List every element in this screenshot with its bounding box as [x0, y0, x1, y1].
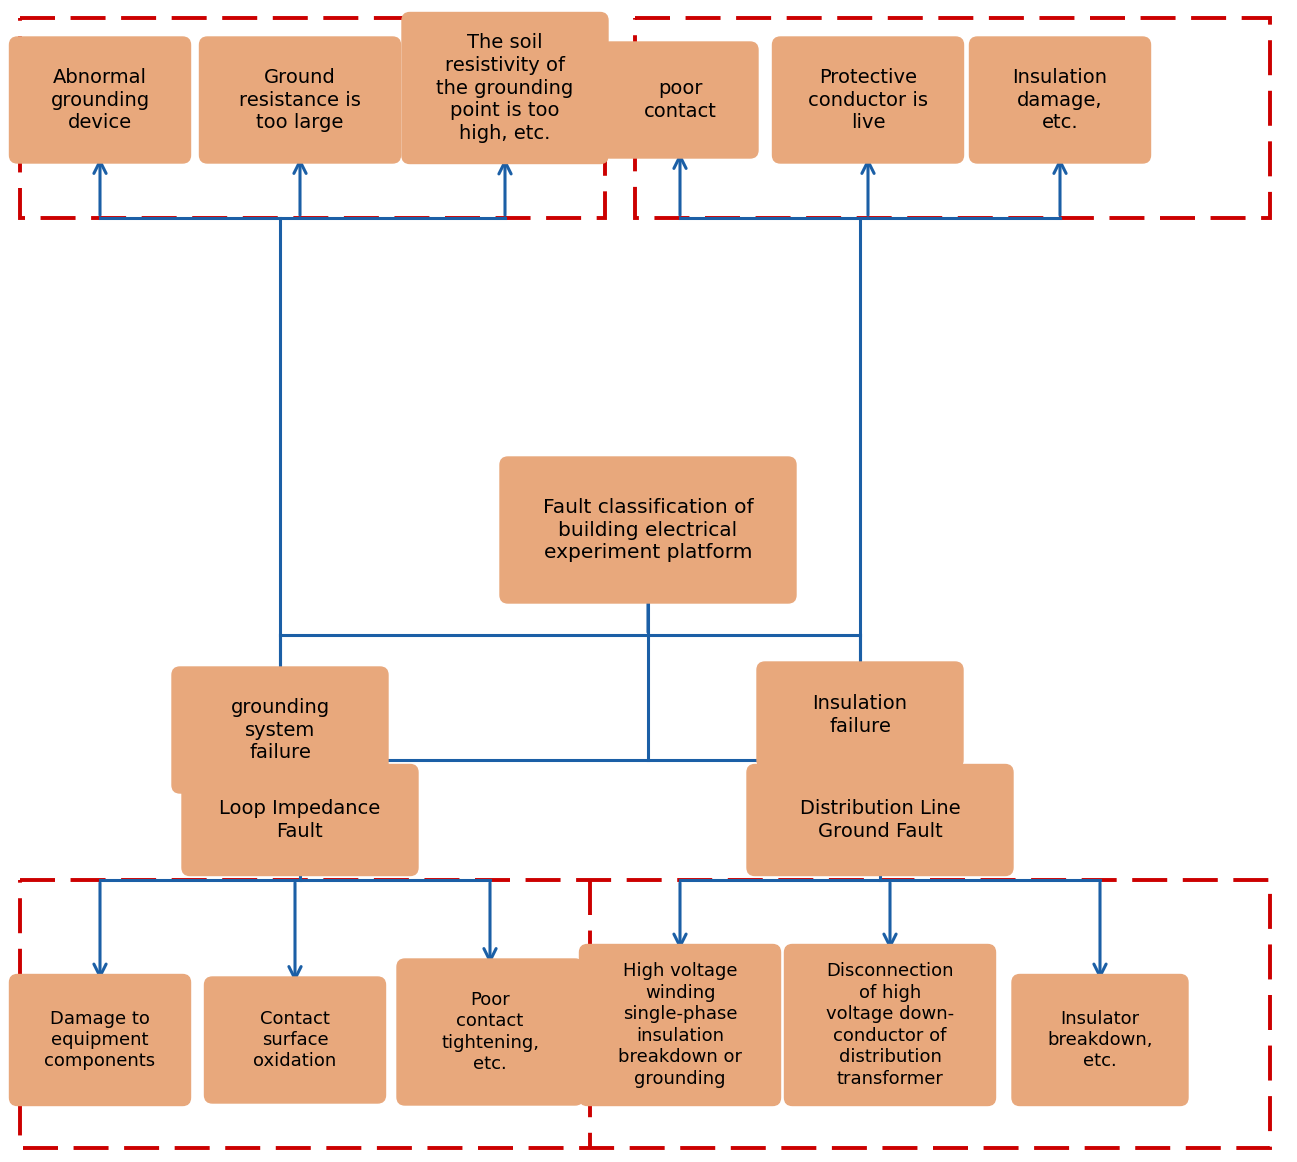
Text: Damage to
equipment
components: Damage to equipment components: [44, 1010, 156, 1070]
Text: Distribution Line
Ground Fault: Distribution Line Ground Fault: [800, 799, 960, 841]
Bar: [19, 17, 604, 218]
FancyBboxPatch shape: [200, 37, 401, 163]
Text: High voltage
winding
single-phase
insulation
breakdown or
grounding: High voltage winding single-phase insula…: [617, 962, 742, 1088]
FancyBboxPatch shape: [602, 42, 757, 158]
FancyBboxPatch shape: [747, 765, 1013, 875]
Text: Insulation
failure: Insulation failure: [812, 694, 908, 736]
FancyBboxPatch shape: [182, 765, 418, 875]
Text: grounding
system
failure: grounding system failure: [231, 697, 329, 762]
FancyBboxPatch shape: [773, 37, 964, 163]
FancyBboxPatch shape: [785, 945, 996, 1105]
FancyBboxPatch shape: [397, 959, 582, 1105]
Text: The soil
resistivity of
the grounding
point is too
high, etc.: The soil resistivity of the grounding po…: [436, 33, 573, 143]
Text: Ground
resistance is
too large: Ground resistance is too large: [239, 67, 361, 132]
Text: Protective
conductor is
live: Protective conductor is live: [808, 67, 927, 132]
Bar: [19, 880, 1270, 1148]
Bar: [636, 17, 1270, 218]
Text: Insulation
damage,
etc.: Insulation damage, etc.: [1013, 67, 1108, 132]
Text: Contact
surface
oxidation: Contact surface oxidation: [253, 1010, 337, 1070]
Text: Insulator
breakdown,
etc.: Insulator breakdown, etc.: [1047, 1010, 1153, 1070]
Text: Abnormal
grounding
device: Abnormal grounding device: [51, 67, 149, 132]
Text: Fault classification of
building electrical
experiment platform: Fault classification of building electri…: [542, 497, 754, 562]
Text: poor
contact: poor contact: [643, 79, 716, 121]
FancyBboxPatch shape: [173, 667, 388, 792]
FancyBboxPatch shape: [969, 37, 1150, 163]
FancyBboxPatch shape: [580, 945, 781, 1105]
Text: Poor
contact
tightening,
etc.: Poor contact tightening, etc.: [441, 991, 540, 1074]
FancyBboxPatch shape: [9, 975, 191, 1105]
FancyBboxPatch shape: [9, 37, 191, 163]
FancyBboxPatch shape: [757, 662, 962, 768]
Text: Disconnection
of high
voltage down-
conductor of
distribution
transformer: Disconnection of high voltage down- cond…: [826, 962, 955, 1088]
FancyBboxPatch shape: [501, 457, 796, 603]
Text: Loop Impedance
Fault: Loop Impedance Fault: [219, 799, 380, 841]
FancyBboxPatch shape: [205, 977, 385, 1103]
FancyBboxPatch shape: [1012, 975, 1188, 1105]
FancyBboxPatch shape: [402, 13, 608, 164]
